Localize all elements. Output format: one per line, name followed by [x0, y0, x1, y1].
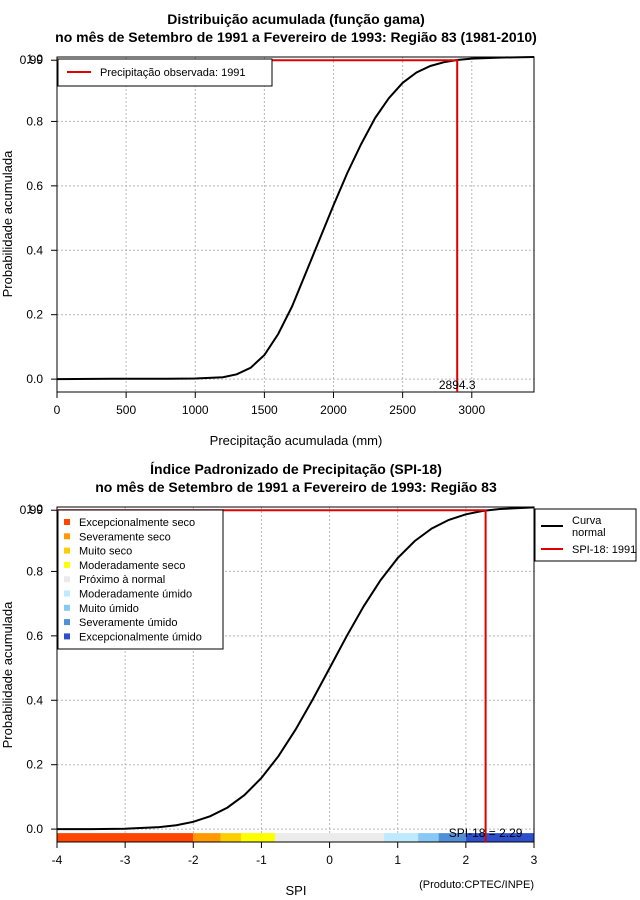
chart2-spi-value-label: SPI-18 = 2.29 — [449, 826, 523, 840]
x-tick-label: -4 — [52, 853, 63, 867]
legend-category-label: Muito úmido — [79, 603, 139, 615]
legend-swatch — [64, 619, 70, 626]
chart1-observed-value-label: 2894.3 — [439, 378, 476, 392]
category-band — [275, 833, 385, 842]
y-tick-label-top: 0.99 — [20, 503, 44, 517]
chart2-category-bands — [57, 833, 534, 842]
chart2-ticks: -4 -3 -2 -1 0 1 2 3 0.0 0.2 0.4 0.6 0.8 0.991.0 — [20, 502, 538, 867]
chart2-y-axis-label: Probabilidade acumulada — [0, 601, 15, 748]
x-tick-label: 1 — [394, 853, 401, 867]
x-tick-label: 2000 — [320, 403, 347, 417]
category-band — [193, 833, 221, 842]
chart2-normal-curve — [57, 506, 535, 831]
y-tick-label: 0.4 — [26, 243, 43, 257]
category-band — [465, 833, 534, 842]
legend-category-label: Moderadamente seco — [79, 560, 185, 572]
y-tick-label: 0.0 — [26, 822, 43, 836]
legend-category-label: Severamente úmido — [79, 617, 177, 629]
legend-swatch — [64, 633, 70, 640]
x-tick-label: 3 — [531, 853, 538, 867]
x-tick-label: 2 — [463, 853, 470, 867]
y-tick-label: 0.6 — [26, 179, 43, 193]
chart-gamma-cdf: Distribuição acumulada (função gama) no … — [0, 11, 537, 448]
chart2-legend-curve-label: Curva normal — [572, 515, 606, 539]
chart2-x-axis-label: SPI — [286, 883, 307, 898]
category-band — [438, 833, 466, 842]
legend-swatch — [64, 547, 70, 554]
legend-swatch — [64, 533, 70, 540]
category-band — [418, 833, 439, 842]
x-tick-label: -1 — [256, 853, 267, 867]
legend-category-label: Excepcionalmente seco — [79, 517, 195, 529]
y-tick-label: 0.6 — [26, 629, 43, 643]
x-tick-label: 1500 — [251, 403, 278, 417]
y-tick-label: 0.8 — [26, 564, 43, 578]
category-band — [220, 833, 241, 842]
category-band — [57, 833, 194, 842]
legend-category-label: Excepcionalmente úmido — [79, 631, 202, 643]
y-tick-label: 0.2 — [26, 758, 43, 772]
y-tick-label: 0.0 — [26, 372, 43, 386]
x-tick-label: 0 — [326, 853, 333, 867]
chart2-title-line2: no mês de Setembro de 1991 a Fevereiro d… — [95, 479, 497, 495]
legend-category-label: Moderadamente úmido — [79, 589, 192, 601]
chart1-title-line2: no mês de Setembro de 1991 a Fevereiro d… — [55, 29, 537, 45]
chart2-category-legend: Excepcionalmente seco Severamente seco Mui… — [57, 509, 224, 650]
chart2-title-line1: Índice Padronizado de Precipitação (SPI-… — [150, 461, 442, 477]
legend-category-label: Severamente seco — [79, 531, 171, 543]
legend-swatch — [64, 604, 70, 611]
chart1-plot-frame — [56, 56, 535, 393]
legend-category-label: Próximo à normal — [79, 574, 165, 586]
y-tick-label: 0.8 — [26, 114, 43, 128]
x-tick-label: 0 — [54, 403, 61, 417]
x-tick-label: 3000 — [458, 403, 485, 417]
y-tick-label: 0.4 — [26, 693, 43, 707]
y-tick-label: 0.2 — [26, 308, 43, 322]
legend-swatch — [64, 590, 70, 597]
category-band — [240, 833, 276, 842]
y-tick-label-top: 1.0 — [26, 502, 43, 516]
x-tick-label: 1000 — [182, 403, 209, 417]
legend-swatch — [64, 576, 70, 583]
y-tick-label-top: 0.99 — [20, 53, 44, 67]
category-band — [384, 833, 419, 842]
credit-text: (Produto:CPTEC/INPE) — [419, 879, 534, 891]
chart1-gridlines — [56, 57, 534, 392]
chart2-legend-spi-label: SPI-18: 1991 — [572, 544, 636, 556]
chart1-legend-label: Precipitação observada: 1991 — [100, 67, 246, 79]
chart1-legend: Precipitação observada: 1991 — [57, 58, 273, 87]
chart1-gamma-curve — [56, 56, 535, 381]
chart1-title-line1: Distribuição acumulada (função gama) — [167, 11, 425, 27]
x-tick-label: -3 — [120, 853, 131, 867]
y-tick-label-top: 1.0 — [26, 52, 43, 66]
legend-swatch — [64, 561, 70, 568]
chart1-y-axis-label: Probabilidade acumulada — [0, 150, 15, 297]
legend-swatch — [64, 519, 70, 525]
x-tick-label: 2500 — [389, 403, 416, 417]
chart2-plot-frame — [56, 506, 535, 843]
chart1-ticks: 0 500 1000 1500 2000 2500 3000 0.0 0.2 0.4 0.6 0.8 0… — [20, 52, 486, 417]
chart2-line-legend: Curva normal SPI-18: 1991 — [534, 508, 637, 562]
chart2-gridlines — [56, 507, 535, 842]
chart-spi-cdf: Índice Padronizado de Precipitação (SPI-… — [0, 461, 637, 898]
x-tick-label: 500 — [116, 403, 136, 417]
chart1-x-axis-label: Precipitação acumulada (mm) — [210, 433, 383, 448]
x-tick-label: -2 — [188, 853, 199, 867]
legend-category-label: Muito seco — [79, 546, 132, 558]
